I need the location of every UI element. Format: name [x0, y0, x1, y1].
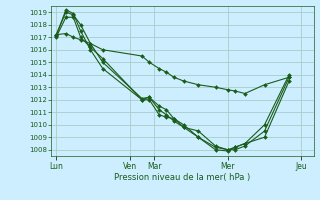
X-axis label: Pression niveau de la mer( hPa ): Pression niveau de la mer( hPa )	[114, 173, 251, 182]
